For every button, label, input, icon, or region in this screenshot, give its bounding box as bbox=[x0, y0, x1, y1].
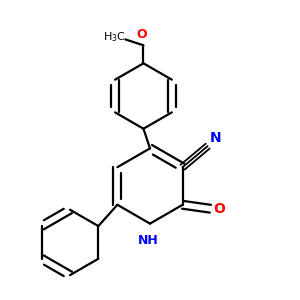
Text: H$_3$C: H$_3$C bbox=[103, 30, 125, 44]
Text: N: N bbox=[209, 130, 221, 145]
Text: O: O bbox=[136, 28, 147, 41]
Text: O: O bbox=[213, 202, 225, 216]
Text: NH: NH bbox=[138, 234, 159, 247]
